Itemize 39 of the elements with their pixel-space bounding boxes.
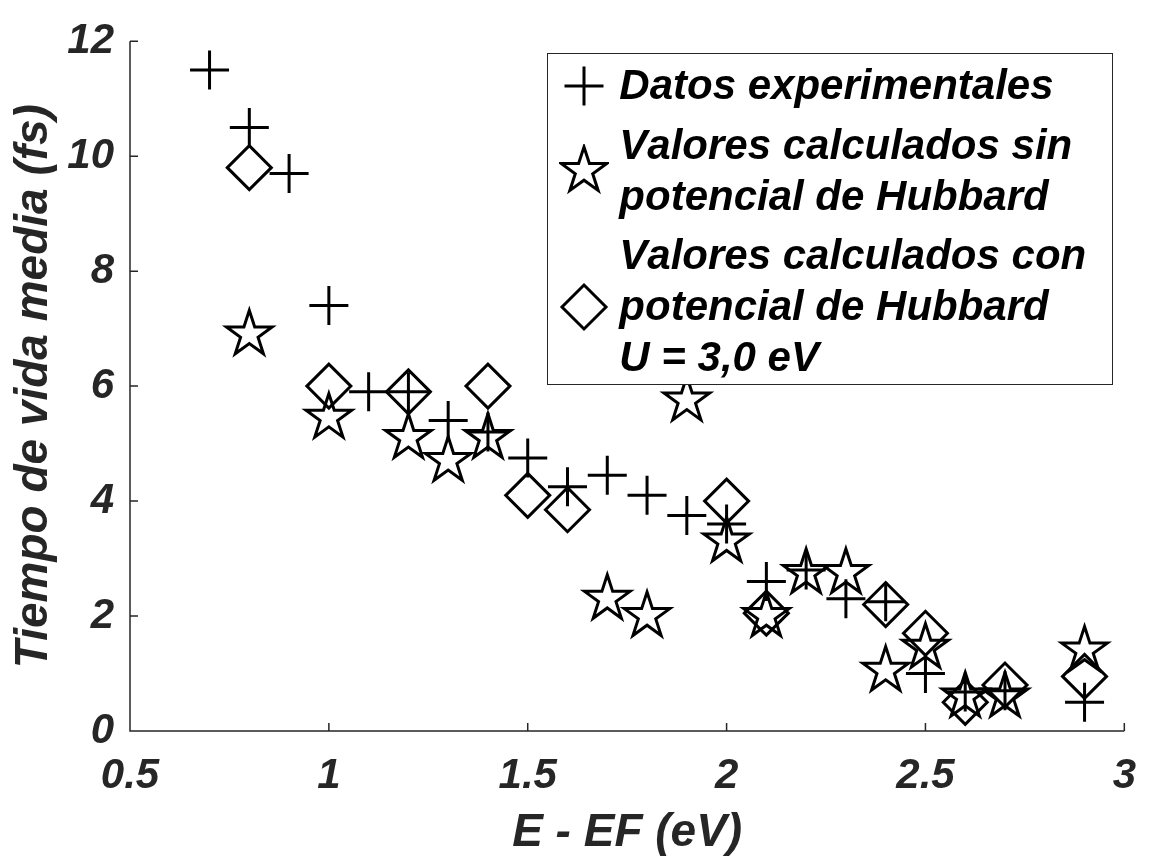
point <box>587 455 627 495</box>
point <box>508 438 548 478</box>
x-tick-label: 1.5 <box>498 749 558 797</box>
x-tick-label: 0.5 <box>100 749 160 797</box>
point <box>464 362 512 410</box>
point <box>544 486 591 534</box>
x-tick-label: 3 <box>1112 749 1136 797</box>
point <box>905 654 945 694</box>
point <box>667 495 707 535</box>
y-tick-label: 8 <box>90 244 115 292</box>
point <box>305 362 353 410</box>
legend-label: Datos experimentales <box>619 60 1055 111</box>
y-tick-label: 2 <box>89 589 114 637</box>
y-tick-label: 4 <box>89 474 114 522</box>
x-tick-label: 1 <box>317 749 341 797</box>
point <box>703 477 751 525</box>
legend-label: Valores calculados con potencial de Hubbard U = 3,0 eV <box>619 230 1088 383</box>
y-tick-label: 0 <box>90 704 114 752</box>
point <box>1061 652 1109 700</box>
y-tick-label: 6 <box>90 359 115 407</box>
y-tick-label: 10 <box>67 129 114 177</box>
point <box>862 581 910 629</box>
point <box>269 153 309 193</box>
point <box>1065 682 1105 722</box>
point <box>229 107 269 147</box>
point <box>826 579 866 619</box>
point <box>225 144 273 192</box>
x-tick-label: 2.5 <box>895 749 956 797</box>
legend-label: Valores calculados sin potencial de Hubbard <box>619 120 1074 222</box>
y-axis-title: Tiempo de vida media (fs) <box>5 104 58 669</box>
point <box>309 286 349 326</box>
point <box>190 50 230 90</box>
point <box>504 471 552 519</box>
point <box>548 467 587 507</box>
point <box>349 372 389 412</box>
x-tick-label: 2 <box>713 749 739 797</box>
point <box>627 475 667 515</box>
x-axis-title: E - EF (eV) <box>512 804 743 857</box>
y-tick-label: 12 <box>67 14 114 62</box>
